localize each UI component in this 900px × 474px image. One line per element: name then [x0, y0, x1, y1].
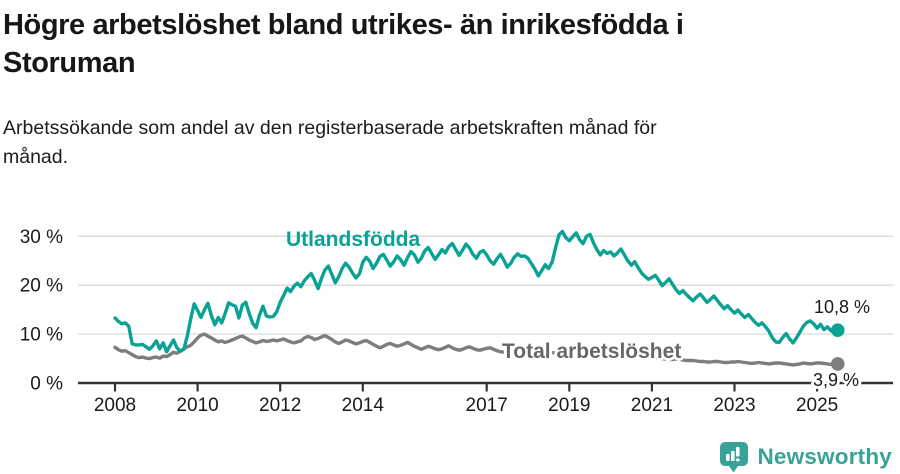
- brand-name: Newsworthy: [757, 444, 892, 469]
- x-axis-tick-label: 2014: [342, 395, 385, 416]
- x-axis-tick-label: 2023: [713, 395, 755, 416]
- x-axis-tick-label: 2012: [259, 395, 301, 416]
- newsworthy-logo-icon: [720, 441, 749, 472]
- series-label-utlandsfodda: Utlandsfödda: [286, 228, 421, 251]
- series-line-utlandsf-dda: [113, 229, 840, 354]
- series-label-total: Total arbetslöshet: [502, 340, 682, 363]
- x-axis-tick-label: 2008: [94, 395, 136, 416]
- end-value-label-total: 3,9 %: [813, 370, 860, 390]
- chart-canvas: 0 % 10 % 20 % 30 % 2008 2010 2012 2014 2017 2019 2…: [20, 227, 893, 416]
- x-axis-tick-label: 2017: [466, 395, 508, 416]
- y-axis-tick-label: 0 %: [30, 374, 63, 395]
- series-end-dot: [830, 323, 845, 337]
- y-axis-tick-label: 10 %: [20, 325, 63, 346]
- x-axis-tick-label: 2021: [631, 395, 673, 416]
- chart-subtitle: Arbetssökande som andel av den registerb…: [3, 117, 657, 168]
- x-axis-tick-label: 2025: [796, 395, 838, 416]
- end-value-label-utlandsfodda: 10,8 %: [814, 297, 871, 317]
- x-axis-tick-label: 2010: [176, 395, 218, 416]
- x-axis-tick-label: 2019: [548, 395, 590, 416]
- y-axis-tick-label: 20 %: [20, 276, 63, 297]
- page-title: Högre arbetslöshet bland utrikes- än inr…: [3, 9, 684, 79]
- line-chart: 0 % 10 % 20 % 30 % 2008 2010 2012 2014 2017 2019 2…: [0, 195, 900, 440]
- series-line-total-arbetsl-shet: [113, 332, 840, 367]
- series-end-dot: [830, 357, 845, 371]
- y-axis-tick-label: 30 %: [20, 227, 63, 248]
- brand-footer: Newsworthy: [720, 441, 892, 473]
